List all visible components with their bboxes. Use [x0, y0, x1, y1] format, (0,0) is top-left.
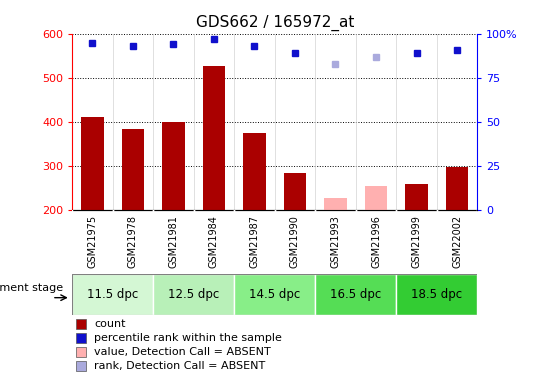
- Text: GSM21987: GSM21987: [249, 215, 260, 268]
- Bar: [76, 319, 87, 329]
- Text: 18.5 dpc: 18.5 dpc: [411, 288, 462, 301]
- Text: GSM21996: GSM21996: [371, 215, 381, 268]
- Text: GSM21990: GSM21990: [290, 215, 300, 268]
- Text: GSM21984: GSM21984: [209, 215, 219, 268]
- Text: rank, Detection Call = ABSENT: rank, Detection Call = ABSENT: [94, 361, 266, 371]
- Bar: [284, 173, 306, 210]
- Text: 16.5 dpc: 16.5 dpc: [330, 288, 381, 301]
- Text: GSM21999: GSM21999: [411, 215, 422, 268]
- Bar: [72, 274, 153, 315]
- Bar: [153, 274, 234, 315]
- Text: GSM21978: GSM21978: [128, 215, 138, 268]
- Text: GSM22002: GSM22002: [452, 215, 462, 268]
- Bar: [396, 274, 477, 315]
- Bar: [315, 274, 396, 315]
- Text: 12.5 dpc: 12.5 dpc: [168, 288, 219, 301]
- Text: GSM21981: GSM21981: [168, 215, 179, 268]
- Bar: [76, 333, 87, 343]
- Bar: [203, 66, 225, 210]
- Bar: [324, 198, 347, 210]
- Text: 14.5 dpc: 14.5 dpc: [249, 288, 300, 301]
- Text: GSM21975: GSM21975: [87, 215, 98, 268]
- Bar: [446, 167, 468, 210]
- Bar: [162, 122, 185, 210]
- Bar: [405, 184, 428, 210]
- Title: GDS662 / 165972_at: GDS662 / 165972_at: [195, 15, 354, 31]
- Bar: [243, 133, 266, 210]
- Text: value, Detection Call = ABSENT: value, Detection Call = ABSENT: [94, 347, 271, 357]
- Bar: [122, 129, 144, 210]
- Bar: [76, 347, 87, 357]
- Text: percentile rank within the sample: percentile rank within the sample: [94, 333, 282, 343]
- Text: 11.5 dpc: 11.5 dpc: [87, 288, 138, 301]
- Text: development stage: development stage: [0, 283, 63, 293]
- Text: count: count: [94, 319, 126, 329]
- Text: GSM21993: GSM21993: [330, 215, 341, 268]
- Bar: [81, 117, 104, 210]
- Bar: [234, 274, 315, 315]
- Bar: [76, 361, 87, 371]
- Bar: [365, 186, 387, 210]
